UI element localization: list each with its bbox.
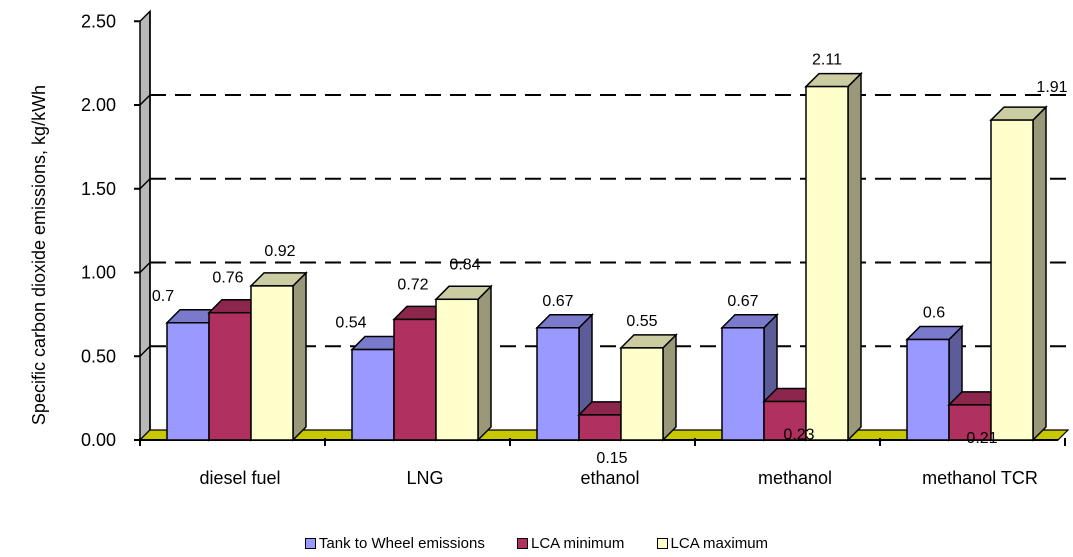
data-label: 0.7	[152, 288, 174, 305]
data-label: 0.67	[727, 293, 758, 310]
gridlines	[139, 94, 1068, 357]
bar-front	[906, 338, 950, 441]
bar-front	[578, 414, 622, 441]
x-category-label: ethanol	[580, 468, 639, 488]
legend-label: LCA maximum	[670, 535, 769, 552]
bar-side	[847, 71, 862, 442]
data-label: 0.67	[542, 293, 573, 310]
legend-item-tank-to-wheel: Tank to Wheel emissions	[304, 535, 485, 552]
bar-front	[805, 85, 849, 441]
bar-side	[292, 271, 307, 442]
legend-label: Tank to Wheel emissions	[318, 535, 485, 552]
gridline-wall-segment	[139, 261, 151, 274]
bar-2-3	[804, 71, 863, 442]
y-axis-ticks: 0.00 0.50 1.00 1.50 2.00 2.50	[81, 11, 1066, 450]
bar-side	[662, 333, 677, 442]
bar-front	[351, 348, 395, 441]
y-tick-label: 1.00	[81, 263, 116, 283]
category-labels: diesel fuel LNG ethanol methanol methanol TC…	[199, 468, 1037, 488]
x-category-label: LNG	[406, 468, 443, 488]
bars	[165, 71, 1048, 442]
data-label: 0.72	[397, 276, 428, 293]
bar-side	[1032, 105, 1047, 442]
y-tick-label: 0.00	[81, 430, 116, 450]
data-label: 0.84	[449, 256, 480, 273]
y-tick-label: 0.50	[81, 346, 116, 366]
y-axis-label: Specific carbon dioxide emissions, kg/kW…	[29, 85, 49, 425]
bar-2-2	[619, 333, 678, 442]
data-label: 1.91	[1036, 79, 1067, 96]
legend-label: LCA minimum	[531, 535, 625, 552]
gridline-wall-segment	[139, 345, 151, 357]
bar-front	[250, 285, 294, 441]
side-wall	[139, 9, 151, 442]
bar-2-0	[249, 271, 308, 442]
bar-front	[620, 347, 664, 441]
data-label: 2.11	[812, 52, 842, 69]
data-label: 0.21	[966, 430, 997, 447]
legend: Tank to Wheel emissions LCA minimum LCA …	[0, 535, 1073, 553]
data-label: 0.23	[783, 426, 814, 443]
data-label: 0.6	[923, 305, 945, 322]
bar-front	[208, 311, 252, 441]
bar-front	[435, 298, 479, 441]
data-label: 0.55	[626, 313, 657, 330]
bar-front	[990, 119, 1034, 441]
legend-item-lca-minimum: LCA minimum	[517, 535, 624, 552]
legend-swatch-lca-minimum	[517, 538, 528, 549]
x-category-label: diesel fuel	[199, 468, 280, 488]
y-tick-label: 2.00	[81, 95, 116, 115]
y-tick-label: 2.50	[81, 11, 116, 31]
data-label: 0.15	[596, 450, 627, 467]
bar-2-4	[989, 105, 1048, 442]
gridline-wall-segment	[139, 94, 151, 106]
data-labels: 0.7 0.76 0.92 0.54 0.72 0.84 0.67 0.15 0.55 0.67 0…	[152, 52, 1068, 467]
bar-front	[166, 322, 210, 441]
bar-front	[721, 327, 765, 441]
bar-front	[536, 327, 580, 441]
data-label: 0.76	[212, 270, 243, 287]
legend-item-lca-maximum: LCA maximum	[656, 535, 769, 552]
data-label: 0.92	[264, 243, 295, 260]
bar-chart: 0.00 0.50 1.00 1.50 2.00 2.50 0.7 0.76 0.92 0.54…	[29, 9, 1070, 488]
x-category-label: methanol	[758, 468, 832, 488]
legend-swatch-tank-to-wheel	[304, 538, 316, 549]
bar-side	[477, 284, 492, 442]
x-category-label: methanol TCR	[922, 468, 1038, 488]
bar-2-1	[434, 284, 493, 442]
legend-swatch-lca-maximum	[656, 538, 668, 549]
gridline-wall-segment	[139, 178, 151, 190]
data-label: 0.54	[335, 315, 366, 332]
bar-front	[393, 318, 437, 441]
y-tick-label: 1.50	[81, 179, 116, 199]
